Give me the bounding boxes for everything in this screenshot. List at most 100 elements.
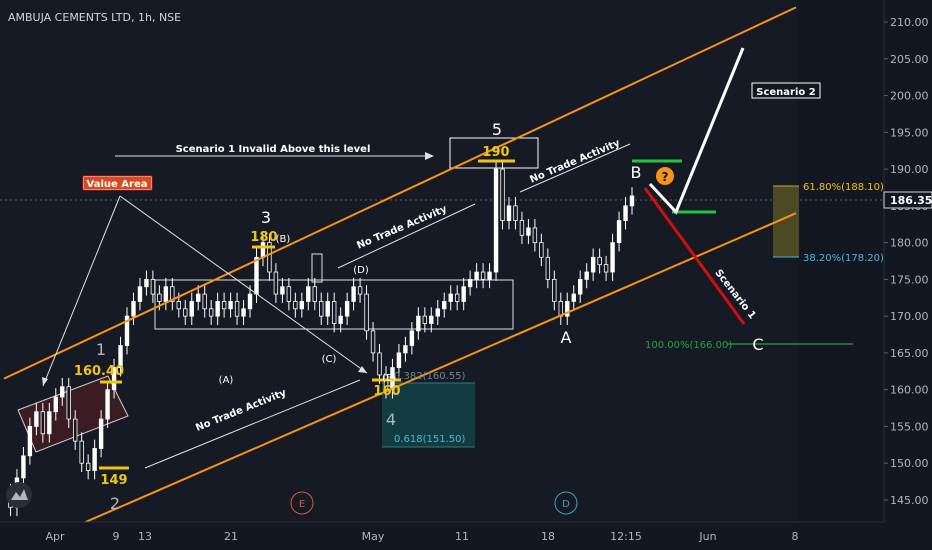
sub-a-label: (A): [219, 375, 234, 386]
value-area-label: Value Area: [87, 179, 148, 190]
candle-body: [377, 352, 382, 376]
candle-body: [584, 271, 589, 280]
candle-body: [196, 293, 201, 302]
time-axis[interactable]: Apr 9 13 21 May 11 18 12:15 Jun 8: [45, 530, 798, 543]
time-tick-label: 13: [138, 530, 152, 543]
time-tick-label: May: [362, 530, 385, 543]
time-tick-label: 11: [455, 530, 469, 543]
candle-body: [435, 308, 440, 317]
candle-body: [319, 301, 324, 317]
wave-4-label: 4: [386, 410, 396, 429]
candle-body: [493, 168, 499, 273]
circle-e-icon: [290, 491, 314, 515]
candle-body: [623, 205, 628, 221]
candle-body: [163, 286, 169, 302]
chart-title: AMBUJA CEMENTS LTD, 1h, NSE: [8, 11, 181, 24]
candle-body: [131, 301, 136, 317]
no-trade-arrow-2: [337, 203, 476, 269]
candle-body: [539, 242, 544, 258]
candle-body: [513, 205, 518, 221]
wave-3-label: 3: [261, 208, 271, 227]
candle-body: [137, 286, 143, 302]
candle-body: [312, 286, 317, 302]
time-tick-label: Jun: [698, 530, 716, 543]
price-tick-label: 165.00: [890, 347, 929, 360]
price-axis-bg: [884, 0, 932, 550]
candle-body: [247, 293, 253, 310]
candle-body: [603, 264, 609, 273]
scenario1-arrow: [643, 187, 746, 325]
fib-382-label: 38.20%(178.20): [803, 253, 884, 264]
candle-body: [480, 271, 486, 280]
candle-body: [364, 293, 369, 332]
price-tick-label: 190.00: [890, 163, 929, 176]
candle-body: [215, 301, 220, 317]
candle-body: [448, 293, 453, 302]
question-icon: [656, 167, 674, 185]
candle-body: [170, 286, 175, 302]
candle-body: [610, 242, 615, 273]
price-tick-label: 205.00: [890, 53, 929, 66]
wave-c-label: C: [752, 335, 763, 354]
candle-body: [144, 278, 149, 288]
circle-d-icon: [554, 491, 578, 515]
candle-body: [571, 293, 576, 302]
candle-body: [532, 227, 538, 244]
price-tick-label: 195.00: [890, 126, 929, 139]
candle-body: [208, 308, 214, 317]
price-label-2: 149: [100, 473, 127, 488]
sub-d-label: (D): [353, 265, 369, 276]
candle-body: [429, 315, 434, 324]
scenario2-label: Scenario 2: [756, 87, 815, 98]
candle-body: [183, 308, 188, 317]
price-tick-label: 145.00: [890, 494, 929, 507]
question-mark: ?: [662, 170, 669, 184]
candle-body: [351, 286, 356, 302]
candle-body: [267, 242, 272, 273]
candle-body: [629, 195, 635, 207]
channel-upper-line: [3, 6, 797, 380]
candle-body: [60, 386, 65, 398]
candle-body: [98, 418, 104, 449]
candle-body: [47, 411, 52, 435]
candle-body: [150, 278, 156, 295]
candle-body: [21, 455, 26, 479]
time-tick-label: 9: [113, 530, 120, 543]
candle-body: [27, 426, 33, 457]
value-area-arrow-left: [42, 195, 121, 387]
price-tick-label: 160.00: [890, 384, 929, 397]
value-area-arrow-right: [119, 195, 368, 374]
wave-2-label: 2: [110, 494, 120, 513]
price-tick-label: 155.00: [890, 420, 929, 433]
candle-body: [344, 301, 350, 317]
candle-body: [66, 386, 71, 420]
candle-body: [474, 271, 479, 280]
candle-body: [92, 448, 97, 471]
arrow-head: [358, 366, 367, 373]
price-tick-label: 210.00: [890, 16, 929, 29]
candle-body: [176, 301, 182, 310]
fib-zone-box: [382, 383, 475, 447]
candle-body: [73, 418, 78, 442]
candle-body: [416, 315, 421, 332]
candle-body: [565, 301, 570, 317]
candle-body: [79, 440, 84, 464]
candle-body: [545, 256, 551, 280]
candle-body: [519, 220, 525, 236]
time-tick-label: 8: [792, 530, 799, 543]
candle-body: [234, 301, 240, 317]
candle-body: [286, 286, 292, 302]
value-area-label-fill: [84, 177, 151, 189]
wave-a-label: A: [561, 328, 572, 347]
candle-body: [273, 271, 279, 295]
logo-glyph: [11, 489, 28, 500]
current-price-label: 186.35: [890, 194, 932, 207]
fib-0618-label: 0.618(151.50): [394, 434, 466, 445]
wave-1-label: 1: [96, 340, 106, 359]
logo-icon[interactable]: [6, 482, 32, 508]
arrow-head: [42, 377, 48, 386]
candle-body: [454, 293, 460, 302]
candle-body: [293, 301, 298, 310]
candle-body: [228, 301, 233, 310]
